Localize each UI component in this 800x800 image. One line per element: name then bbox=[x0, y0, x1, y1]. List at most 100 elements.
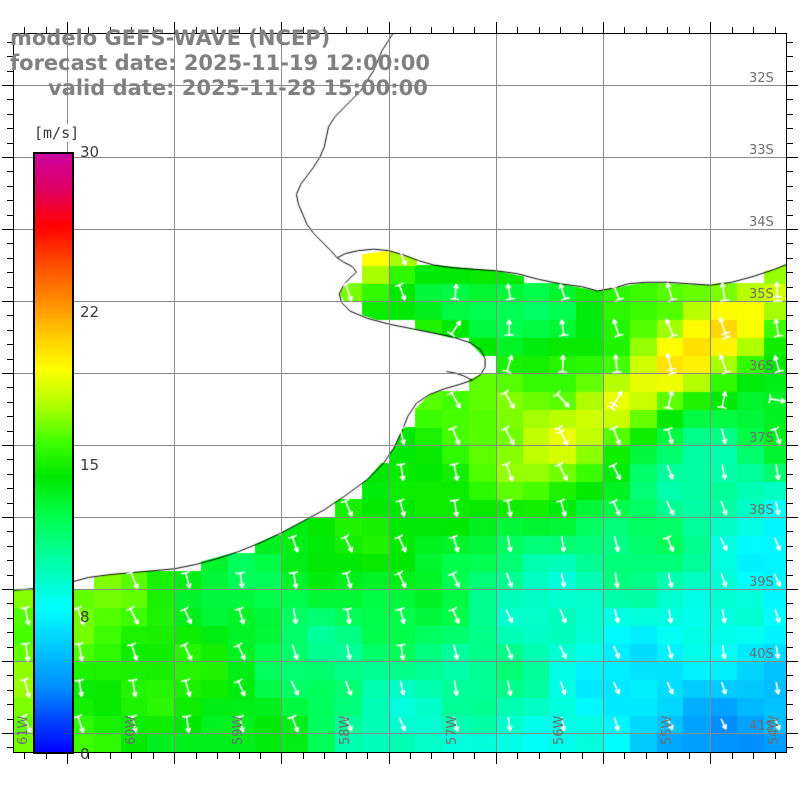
axis-tick bbox=[474, 27, 475, 33]
longitude-label: 59W bbox=[230, 715, 246, 745]
axis-tick bbox=[324, 753, 325, 759]
colorbar-tick-label: 22 bbox=[80, 302, 100, 321]
axis-tick bbox=[496, 22, 497, 33]
axis-tick bbox=[2, 445, 13, 446]
axis-tick bbox=[7, 171, 13, 172]
axis-tick bbox=[7, 416, 13, 417]
axis-tick bbox=[346, 753, 347, 759]
axis-tick bbox=[787, 373, 798, 374]
axis-tick bbox=[787, 301, 798, 302]
axis-tick bbox=[7, 71, 13, 72]
axis-tick bbox=[196, 27, 197, 33]
axis-tick bbox=[2, 589, 13, 590]
wind-direction-vectors bbox=[13, 33, 787, 753]
axis-tick bbox=[787, 99, 793, 100]
axis-tick bbox=[24, 27, 25, 33]
axis-tick bbox=[453, 27, 454, 33]
axis-tick bbox=[7, 603, 13, 604]
axis-tick bbox=[539, 27, 540, 33]
axis-ticks-right bbox=[787, 33, 798, 753]
axis-tick bbox=[732, 27, 733, 33]
axis-tick bbox=[787, 445, 798, 446]
axis-tick bbox=[787, 42, 793, 43]
axis-tick bbox=[7, 459, 13, 460]
axis-tick bbox=[787, 258, 793, 259]
axis-tick bbox=[787, 128, 793, 129]
axis-tick bbox=[787, 114, 793, 115]
axis-tick bbox=[646, 27, 647, 33]
axis-tick bbox=[787, 315, 793, 316]
axis-tick bbox=[260, 753, 261, 759]
axis-tick bbox=[7, 200, 13, 201]
axis-tick bbox=[7, 474, 13, 475]
axis-tick bbox=[110, 27, 111, 33]
axis-tick bbox=[710, 753, 711, 764]
axis-tick bbox=[346, 27, 347, 33]
axis-tick bbox=[787, 186, 793, 187]
axis-tick bbox=[7, 344, 13, 345]
axis-tick bbox=[410, 27, 411, 33]
latitude-label: 39S bbox=[749, 575, 774, 590]
axis-ticks-left bbox=[2, 33, 13, 753]
axis-tick bbox=[775, 27, 776, 33]
axis-tick bbox=[787, 474, 793, 475]
map-plot-area[interactable] bbox=[13, 33, 787, 753]
axis-tick bbox=[787, 661, 798, 662]
axis-tick bbox=[7, 632, 13, 633]
axis-tick bbox=[787, 632, 793, 633]
longitude-label: 61W bbox=[16, 715, 32, 745]
axis-tick bbox=[7, 675, 13, 676]
axis-tick bbox=[7, 546, 13, 547]
axis-tick bbox=[2, 157, 13, 158]
axis-tick bbox=[517, 753, 518, 759]
colorbar-tick-label: 30 bbox=[80, 143, 100, 161]
latitude-label: 41S bbox=[749, 719, 774, 734]
axis-tick bbox=[496, 753, 497, 764]
axis-tick bbox=[2, 517, 13, 518]
axis-tick bbox=[431, 753, 432, 759]
axis-tick bbox=[787, 459, 793, 460]
axis-tick bbox=[787, 243, 793, 244]
axis-tick bbox=[7, 56, 13, 57]
axis-tick bbox=[7, 128, 13, 129]
longitude-label: 56W bbox=[552, 715, 568, 745]
axis-tick bbox=[7, 387, 13, 388]
axis-tick bbox=[217, 753, 218, 759]
axis-tick bbox=[67, 753, 68, 764]
axis-tick bbox=[603, 22, 604, 33]
axis-tick bbox=[110, 753, 111, 759]
axis-tick bbox=[7, 99, 13, 100]
axis-tick bbox=[324, 27, 325, 33]
axis-tick bbox=[7, 690, 13, 691]
axis-tick bbox=[787, 71, 793, 72]
colorbar-tick-label: 15 bbox=[80, 456, 100, 475]
axis-tick bbox=[787, 618, 793, 619]
axis-tick bbox=[582, 27, 583, 33]
axis-tick bbox=[196, 753, 197, 759]
axis-tick bbox=[787, 431, 793, 432]
axis-tick bbox=[474, 753, 475, 759]
axis-tick bbox=[153, 753, 154, 759]
axis-tick bbox=[7, 503, 13, 504]
axis-tick bbox=[753, 27, 754, 33]
axis-tick bbox=[787, 359, 793, 360]
axis-tick bbox=[624, 27, 625, 33]
axis-tick bbox=[67, 22, 68, 33]
latitude-label: 33S bbox=[749, 143, 774, 158]
axis-tick bbox=[787, 330, 793, 331]
colorbar-tick-label: 8 bbox=[80, 607, 90, 626]
axis-tick bbox=[582, 753, 583, 759]
axis-tick bbox=[303, 27, 304, 33]
axis-tick bbox=[88, 753, 89, 759]
axis-tick bbox=[153, 27, 154, 33]
colorbar-gradient[interactable] bbox=[33, 152, 74, 754]
axis-tick bbox=[2, 373, 13, 374]
latitude-label: 35S bbox=[749, 287, 774, 302]
longitude-label: 58W bbox=[338, 715, 353, 745]
axis-tick bbox=[217, 27, 218, 33]
axis-tick bbox=[7, 243, 13, 244]
axis-tick bbox=[131, 753, 132, 759]
axis-tick bbox=[7, 488, 13, 489]
axis-tick bbox=[646, 753, 647, 759]
axis-tick bbox=[7, 747, 13, 748]
